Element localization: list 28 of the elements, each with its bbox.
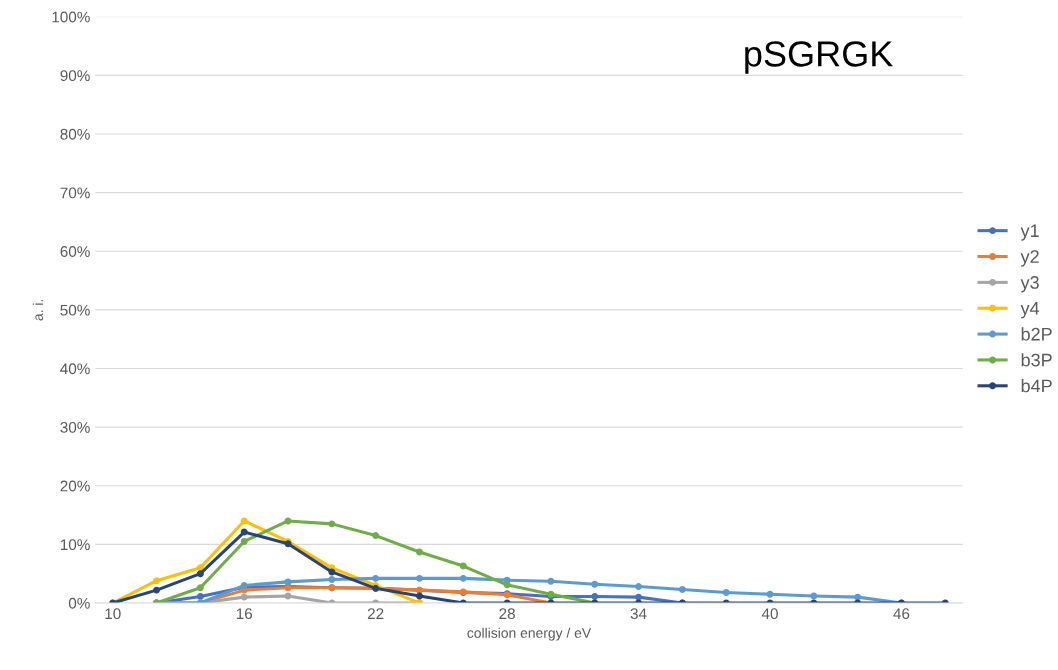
y-tick-label: 10% — [60, 539, 90, 551]
x-tick-label: 28 — [499, 608, 515, 620]
x-tick-label: 40 — [761, 608, 778, 620]
x-tick-label: 46 — [893, 608, 910, 620]
text: pSGRGK — [745, 41, 893, 74]
x-tick-label: 16 — [236, 608, 253, 620]
y-tick-label: 60% — [60, 246, 90, 257]
legend-label: y1 — [1020, 224, 1039, 241]
legend-label: b4P — [1021, 379, 1052, 393]
y-tick-label: 0% — [68, 597, 90, 609]
x-tick-label: 34 — [630, 608, 647, 620]
x-tick-label: 22 — [367, 608, 384, 619]
legend-label: b3P — [1021, 353, 1052, 367]
legend-label: y3 — [1020, 276, 1039, 293]
x-tick-label: 10 — [105, 608, 121, 620]
legend-label: b2P — [1021, 327, 1052, 341]
y-tick-label: 20% — [60, 480, 90, 492]
y-tick-label: 70% — [60, 187, 90, 199]
y-tick-label: 80% — [60, 128, 90, 140]
y-tick-label: 50% — [60, 304, 90, 316]
legend-label: y4 — [1020, 302, 1040, 319]
x-axis-title: collision energy / eV — [467, 627, 592, 641]
y-axis-title: a. i. — [32, 299, 43, 321]
legend-label: y2 — [1020, 250, 1039, 267]
y-tick-label: 30% — [60, 421, 90, 433]
y-tick-label: 90% — [60, 70, 90, 82]
y-tick-label: 100% — [52, 11, 90, 23]
y-tick-label: 40% — [60, 363, 90, 375]
